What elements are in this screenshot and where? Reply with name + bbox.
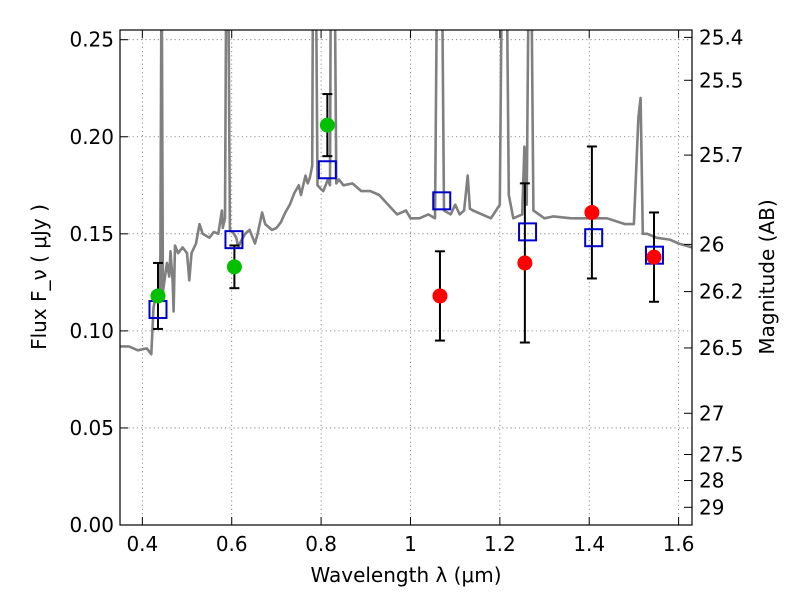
y2-tick-label: 28	[699, 469, 724, 493]
y2-axis-title: Magnitude (AB)	[755, 199, 779, 354]
model-band-square	[584, 228, 604, 248]
axis-ticks	[120, 30, 692, 526]
model-band-square	[317, 160, 337, 180]
y2-tick-label: 26.5	[699, 336, 744, 360]
plot-area	[120, 30, 692, 356]
observed-markers	[150, 117, 662, 304]
nir-data-point	[517, 255, 533, 271]
y2-tick-label: 27.5	[699, 443, 744, 467]
y2-tick-label: 26.2	[699, 280, 744, 304]
y2-tick-label: 25.7	[699, 143, 744, 167]
y-tick-label: 0.25	[69, 28, 114, 52]
optical-data-point	[319, 117, 335, 133]
nir-data-point	[584, 204, 600, 220]
x-tick-label: 0.8	[305, 532, 337, 556]
y-tick-label: 0.10	[69, 319, 114, 343]
model-band-square	[224, 230, 244, 250]
plot-frame	[119, 29, 693, 526]
y-tick-label: 0.15	[69, 222, 114, 246]
x-axis-title: Wavelength λ (μm)	[310, 563, 501, 587]
optical-data-point	[150, 288, 166, 304]
model-band-square	[518, 222, 538, 242]
y-tick-label: 0.05	[69, 416, 114, 440]
model-band-square	[432, 191, 452, 211]
y2-tick-label: 27	[699, 401, 724, 425]
x-tick-label: 0.4	[126, 532, 158, 556]
y2-tick-label: 25.5	[699, 68, 744, 92]
y2-tick-label: 29	[699, 495, 724, 519]
y-axis-title: Flux F_ν ( μJy )	[27, 204, 51, 350]
model-spectrum-line	[120, 30, 692, 356]
x-tick-label: 1.2	[484, 532, 516, 556]
error-bars	[152, 93, 660, 344]
y2-tick-label: 26	[699, 232, 724, 256]
x-tick-label: 0.6	[216, 532, 248, 556]
x-tick-labels: 0.4 0.6 0.8 1 1.2 1.4 1.6	[126, 532, 694, 556]
x-tick-label: 1.4	[573, 532, 605, 556]
y-tick-labels: 0.00 0.05 0.10 0.15 0.20 0.25	[69, 28, 114, 537]
x-tick-label: 1.6	[663, 532, 695, 556]
y2-tick-label: 25.4	[699, 25, 744, 49]
y-tick-label: 0.00	[69, 513, 114, 537]
optical-data-point	[226, 259, 242, 275]
y-tick-label: 0.20	[69, 125, 114, 149]
x-tick-label: 1	[404, 532, 417, 556]
nir-data-point	[432, 288, 448, 304]
nir-data-point	[646, 249, 662, 265]
